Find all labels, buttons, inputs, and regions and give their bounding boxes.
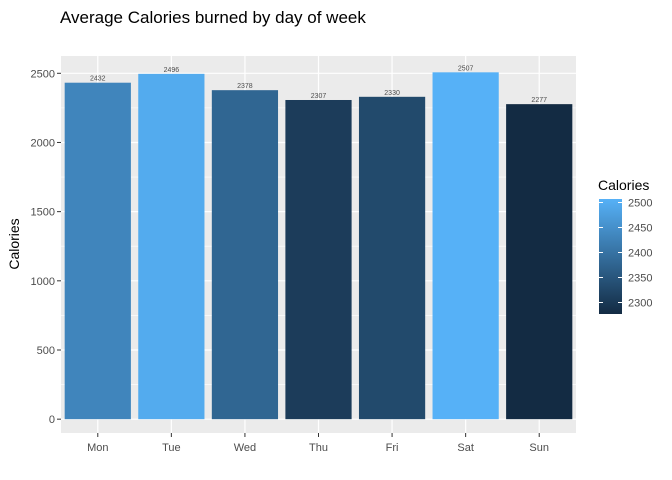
legend-tick-label: 2350 [628, 273, 652, 285]
x-tick-label: Mon [87, 442, 108, 454]
legend-tick-label: 2300 [628, 298, 652, 310]
y-tick-label: 0 [49, 414, 55, 426]
bar-fri [358, 96, 426, 420]
y-axis-title: Calories [6, 218, 22, 269]
data-label: 2277 [531, 97, 547, 104]
y-tick-label: 500 [37, 345, 55, 357]
bar-tue [138, 73, 205, 420]
legend: Calories 2300 2350 2400 2450 2500 [598, 177, 652, 314]
data-label: 2378 [237, 83, 253, 90]
bars [64, 72, 573, 420]
data-label: 2507 [458, 65, 474, 72]
x-tick-label: Wed [234, 442, 256, 454]
legend-ticks: 2300 2350 2400 2450 2500 [599, 198, 652, 310]
data-labels: 2432 2496 2378 2307 2330 2507 2277 [90, 65, 547, 104]
legend-title: Calories [598, 177, 649, 193]
data-label: 2307 [311, 93, 327, 100]
y-tick-label: 2500 [31, 68, 55, 80]
legend-tick-label: 2450 [628, 223, 652, 235]
y-axis: 0 500 1000 1500 2000 2500 [31, 68, 61, 426]
data-label: 2432 [90, 76, 106, 83]
bar-sat [432, 72, 499, 420]
x-tick-label: Tue [162, 442, 181, 454]
x-tick-label: Sat [457, 442, 474, 454]
x-tick-label: Sun [529, 442, 549, 454]
legend-tick-label: 2500 [628, 198, 652, 210]
data-label: 2496 [164, 67, 180, 74]
bar-sun [506, 104, 573, 420]
x-axis: Mon Tue Wed Thu Fri Sat Sun [87, 433, 549, 454]
y-tick-label: 1500 [31, 207, 55, 219]
legend-colorbar [599, 199, 622, 314]
x-tick-label: Thu [309, 442, 328, 454]
data-label: 2330 [384, 90, 400, 97]
chart-title: Average Calories burned by day of week [60, 8, 366, 27]
x-tick-label: Fri [386, 442, 399, 454]
y-tick-label: 2000 [31, 137, 55, 149]
bar-mon [64, 82, 131, 420]
legend-tick-label: 2400 [628, 248, 652, 260]
y-tick-label: 1000 [31, 276, 55, 288]
bar-wed [211, 90, 279, 420]
bar-thu [285, 99, 352, 420]
